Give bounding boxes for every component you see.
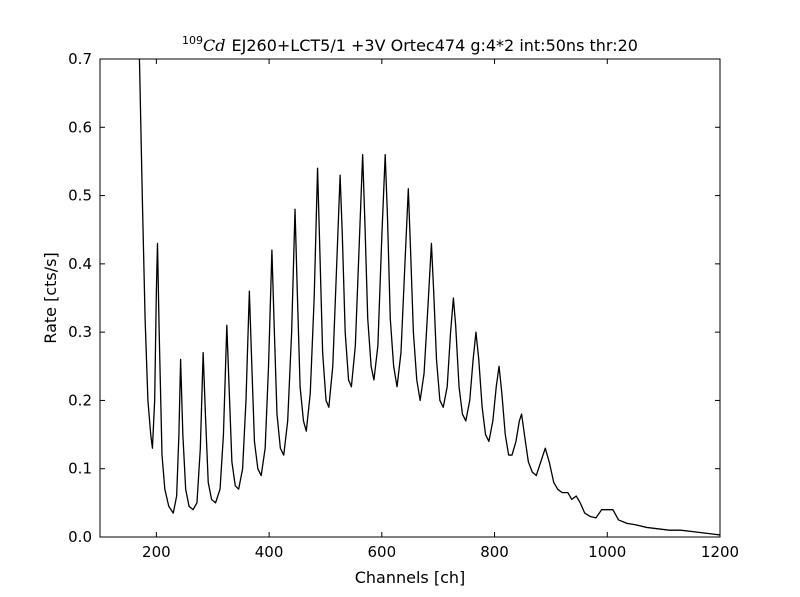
title-isotope: Cd	[203, 36, 225, 55]
y-tick-label: 0.6	[68, 118, 92, 136]
y-tick-label: 0.4	[68, 255, 92, 273]
x-tick-label: 1200	[701, 543, 739, 561]
x-tick-label: 600	[367, 543, 396, 561]
title-text: EJ260+LCT5/1 +3V Ortec474 g:4*2 int:50ns…	[232, 36, 638, 55]
y-tick-label: 0.0	[68, 528, 92, 546]
y-tick-label: 0.7	[68, 50, 92, 68]
y-tick-label: 0.1	[68, 460, 92, 478]
x-tick-label: 800	[480, 543, 509, 561]
x-tick-label: 1000	[588, 543, 626, 561]
plot-frame	[99, 58, 721, 538]
y-axis-label: Rate [cts/s]	[41, 252, 60, 343]
x-axis-label: Channels [ch]	[355, 568, 466, 587]
y-tick-label: 0.3	[68, 323, 92, 341]
y-tick-label: 0.5	[68, 187, 92, 205]
x-tick-label: 400	[255, 543, 284, 561]
x-tick-label: 200	[142, 543, 171, 561]
chart-title: 109Cd EJ260+LCT5/1 +3V Ortec474 g:4*2 int…	[182, 34, 638, 55]
y-tick-label: 0.2	[68, 391, 92, 409]
data-line	[138, 58, 721, 536]
title-superscript: 109	[182, 34, 203, 47]
